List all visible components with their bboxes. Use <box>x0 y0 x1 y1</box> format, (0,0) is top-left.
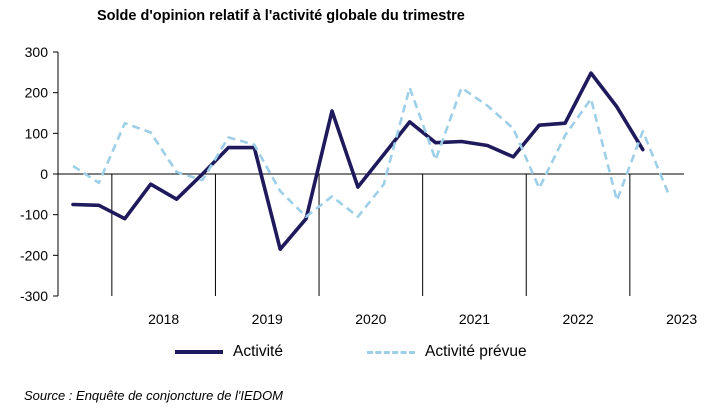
x-tick-label: 2022 <box>562 311 593 327</box>
x-tick-label: 2018 <box>148 311 179 327</box>
x-tick-labels: 2018 2019 2020 2021 2022 2023 <box>148 311 697 327</box>
source-note: Source : Enquête de conjoncture de l'IED… <box>24 388 284 403</box>
legend-item-activite-prevue: Activité prévue <box>367 343 527 361</box>
x-tick-label: 2023 <box>666 311 697 327</box>
x-tick-label: 2021 <box>459 311 490 327</box>
y-tick-label: 100 <box>25 125 49 141</box>
legend-swatch-solid <box>175 350 223 354</box>
x-tick-label: 2019 <box>252 311 283 327</box>
series-lines <box>71 71 670 251</box>
y-tick-label: -200 <box>20 247 48 263</box>
y-tick-label: 0 <box>40 166 48 182</box>
axes <box>53 51 684 297</box>
x-tick-label: 2020 <box>355 311 386 327</box>
y-tick-label: -100 <box>20 207 48 223</box>
series-line-activite-prevue <box>72 86 670 218</box>
y-tick-labels: -300 -200 -100 0 100 200 300 <box>20 44 48 304</box>
y-tick-label: 300 <box>25 44 49 60</box>
legend-swatch-dashed <box>367 350 415 354</box>
y-tick-label: 200 <box>25 85 49 101</box>
legend-label-activite-prevue: Activité prévue <box>425 343 527 360</box>
legend-label-activite: Activité <box>233 343 283 360</box>
chart-title: Solde d'opinion relatif à l'activité glo… <box>97 8 465 24</box>
series-line-activite <box>71 71 645 251</box>
y-tick-label: -300 <box>20 288 48 304</box>
legend-item-activite: Activité <box>175 343 283 361</box>
